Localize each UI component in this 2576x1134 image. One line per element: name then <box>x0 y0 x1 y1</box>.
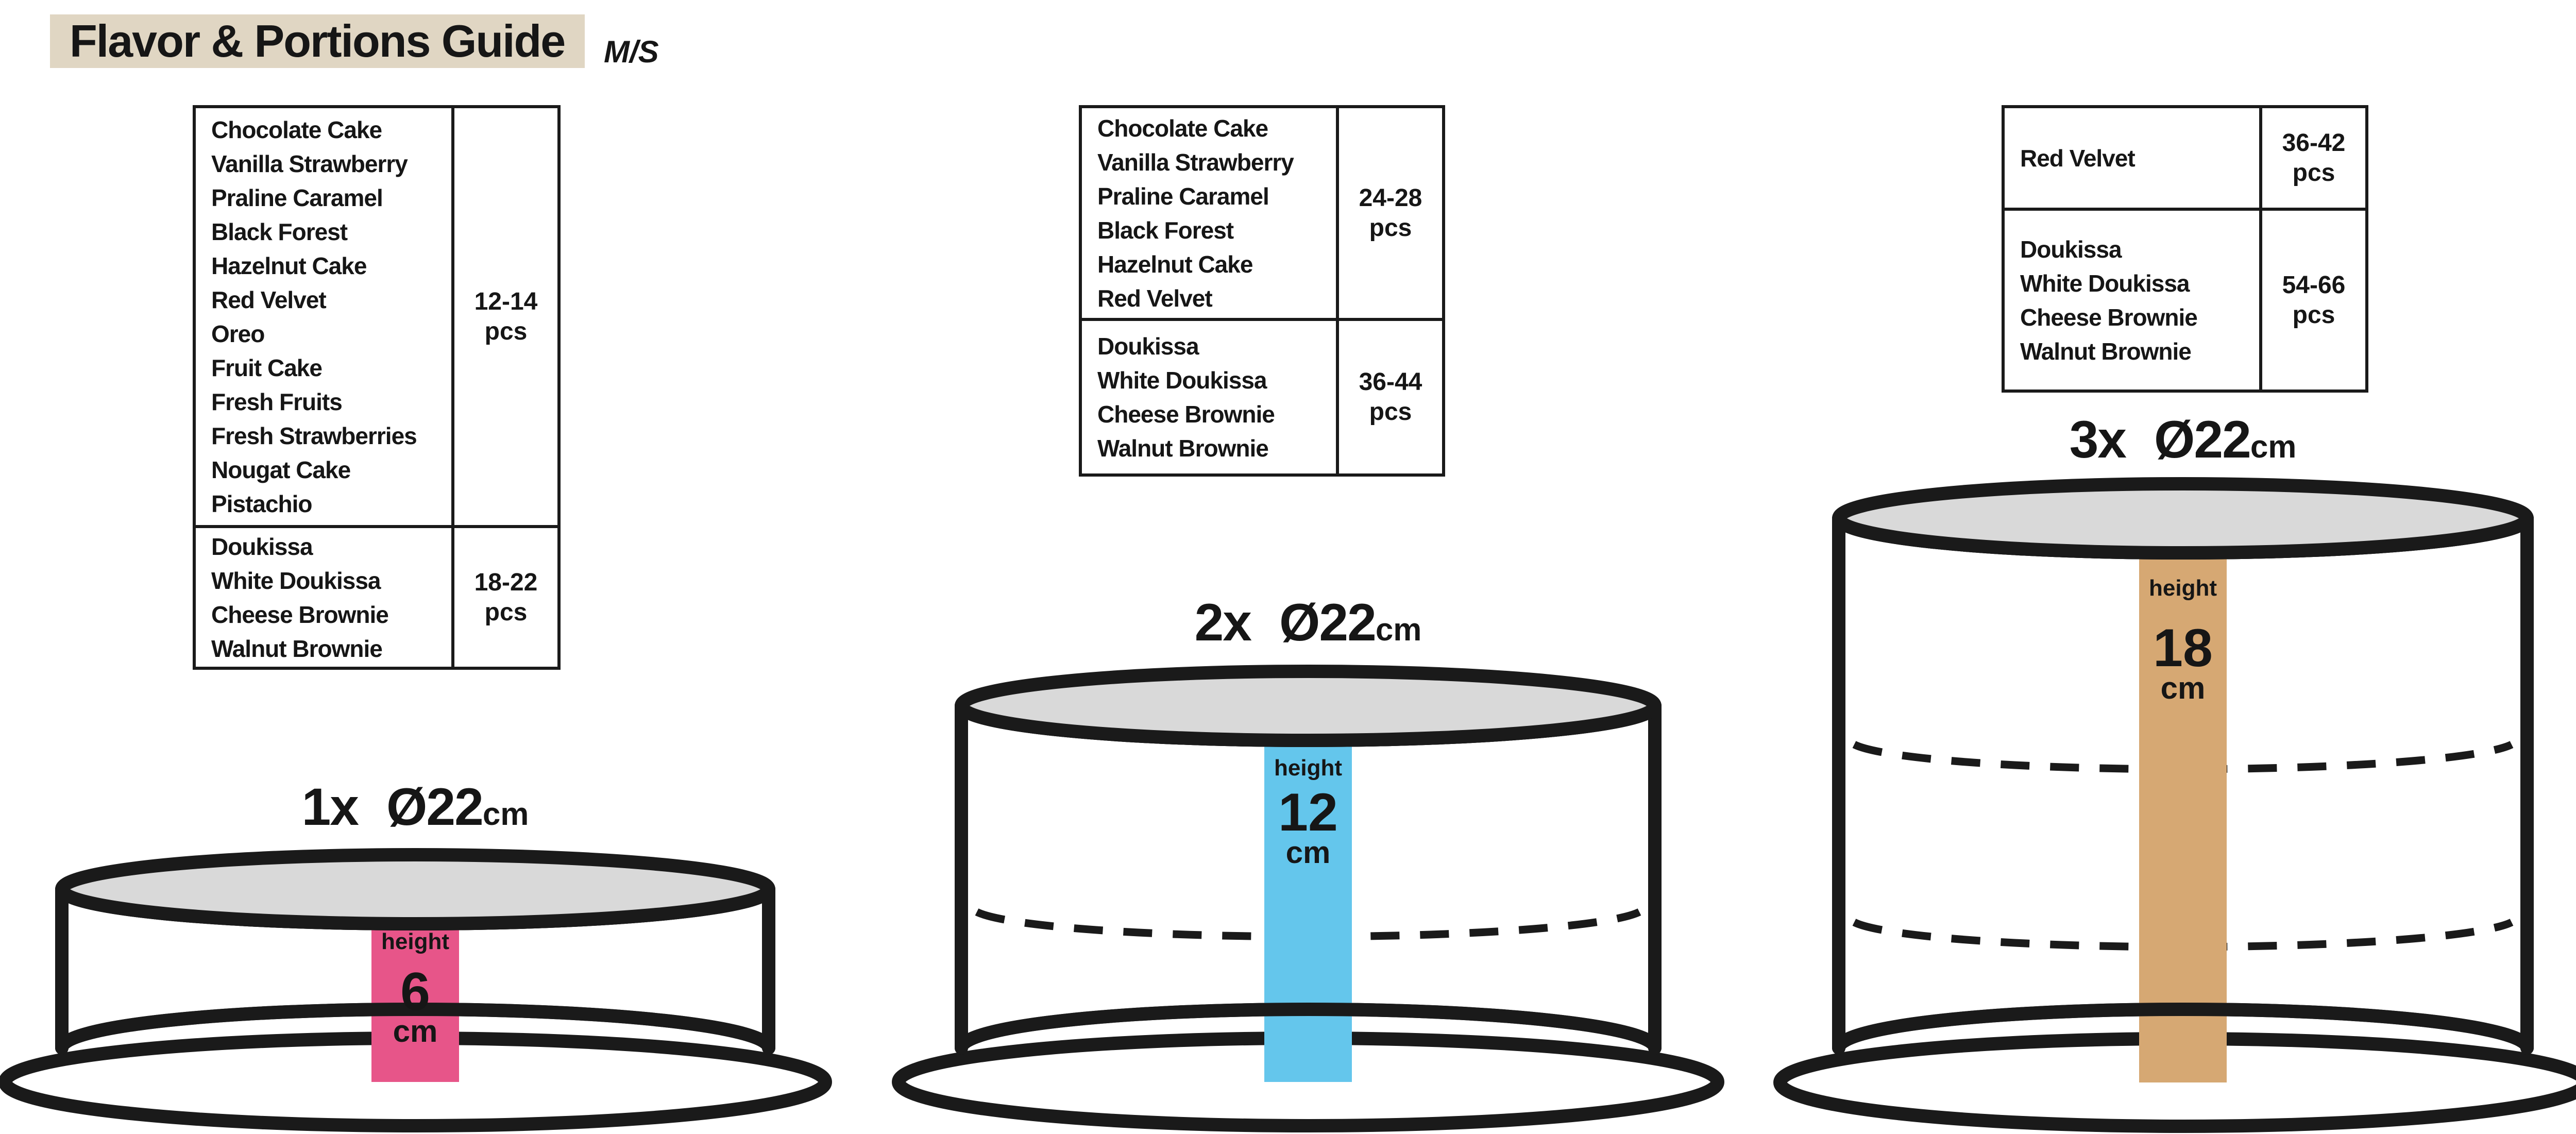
portions-value: 36-44 <box>1359 368 1422 396</box>
cake-diameter: Ø22 <box>386 777 484 836</box>
portions-unit: pcs <box>1369 398 1412 426</box>
cake-1-diagram: height 6 cm <box>0 848 832 1132</box>
cake-3-size-label: 3x Ø22cm <box>1925 410 2441 470</box>
cake-diameter: Ø22 <box>1279 593 1377 652</box>
table-row: Doukissa White Doukissa Cheese Brownie W… <box>196 525 557 667</box>
height-value: 12 <box>1278 783 1338 842</box>
portions-value: 18-22 <box>474 568 538 596</box>
portions-unit: pcs <box>484 598 528 626</box>
height-unit: cm <box>2161 671 2206 705</box>
portions-value: 54-66 <box>2282 271 2346 299</box>
portions-value: 24-28 <box>1359 184 1422 212</box>
table-row: Chocolate Cake Vanilla Strawberry Pralin… <box>196 108 557 525</box>
cake-top <box>1832 477 2534 560</box>
height-value: 18 <box>2153 618 2213 678</box>
tier-divider-dashed-line <box>1852 919 2514 951</box>
height-stripe <box>2139 547 2227 1082</box>
height-stripe <box>1264 734 1352 1082</box>
flavor-list: Doukissa White Doukissa Cheese Brownie W… <box>211 533 389 662</box>
height-unit: cm <box>393 1014 438 1048</box>
tier-divider-dashed-line <box>1852 741 2514 773</box>
flavor-list: Chocolate Cake Vanilla Strawberry Pralin… <box>211 116 417 517</box>
portions-cell: 18-22 pcs <box>451 528 557 667</box>
height-label: height <box>1274 755 1342 781</box>
portions-value: 12-14 <box>474 287 538 315</box>
portions-cell: 12-14 pcs <box>451 108 557 525</box>
portions-cell: 36-44 pcs <box>1336 321 1442 473</box>
cake-multiplier: 1x <box>301 777 359 836</box>
cake-top <box>55 848 775 930</box>
page-title: Flavor & Portions Guide <box>70 15 566 66</box>
flavors-cell: Chocolate Cake Vanilla Strawberry Pralin… <box>196 108 451 525</box>
portions-cell: 54-66 pcs <box>2259 211 2365 390</box>
flavor-list: Red Velvet <box>2020 144 2136 172</box>
flavor-list: Chocolate Cake Vanilla Strawberry Pralin… <box>1097 114 1294 312</box>
cake-2-size-label: 2x Ø22cm <box>1050 593 1566 653</box>
table-row: Red Velvet 36-42 pcs <box>2005 108 2365 208</box>
portions-unit: pcs <box>2292 159 2335 187</box>
flavor-list: Doukissa White Doukissa Cheese Brownie W… <box>2020 235 2198 365</box>
flavors-cell: Doukissa White Doukissa Cheese Brownie W… <box>2005 211 2259 390</box>
portions-unit: pcs <box>2292 301 2335 329</box>
cake-diameter-unit: cm <box>482 797 529 832</box>
portions-table-3x: Red Velvet 36-42 pcs Doukissa White Douk… <box>2002 105 2368 393</box>
cake-diameter-unit: cm <box>1375 612 1422 648</box>
height-label: height <box>2149 576 2217 601</box>
title-bar: Flavor & Portions Guide <box>50 14 585 68</box>
table-row: Chocolate Cake Vanilla Strawberry Pralin… <box>1082 108 1442 318</box>
flavor-list: Doukissa White Doukissa Cheese Brownie W… <box>1097 333 1275 462</box>
cake-multiplier: 3x <box>2069 410 2127 469</box>
cake-diameter: Ø22 <box>2154 410 2251 469</box>
portions-unit: pcs <box>1369 214 1412 242</box>
cake-2-diagram: height 12 cm <box>892 665 1724 1132</box>
ms-label: M/S <box>604 35 659 69</box>
portions-unit: pcs <box>484 317 528 345</box>
height-stripe <box>371 917 459 1082</box>
flavors-cell: Red Velvet <box>2005 108 2259 208</box>
tier-divider-dashed-line <box>975 908 1641 941</box>
height-value: 6 <box>400 962 430 1022</box>
portions-table-1x: Chocolate Cake Vanilla Strawberry Pralin… <box>193 105 561 670</box>
portions-cell: 36-42 pcs <box>2259 108 2365 208</box>
flavors-cell: Doukissa White Doukissa Cheese Brownie W… <box>1082 321 1336 473</box>
cake-1-size-label: 1x Ø22cm <box>158 777 673 837</box>
height-unit: cm <box>1286 835 1331 870</box>
cake-multiplier: 2x <box>1194 593 1252 652</box>
portions-table-2x: Chocolate Cake Vanilla Strawberry Pralin… <box>1079 105 1445 477</box>
height-label: height <box>381 929 449 954</box>
cake-3-diagram: height 18 cm <box>1773 477 2576 1133</box>
table-row: Doukissa White Doukissa Cheese Brownie W… <box>2005 208 2365 390</box>
flavors-cell: Doukissa White Doukissa Cheese Brownie W… <box>196 528 451 667</box>
portions-cell: 24-28 pcs <box>1336 108 1442 318</box>
flavors-cell: Chocolate Cake Vanilla Strawberry Pralin… <box>1082 108 1336 318</box>
cake-top <box>955 665 1662 747</box>
cake-diameter-unit: cm <box>2250 429 2297 465</box>
table-row: Doukissa White Doukissa Cheese Brownie W… <box>1082 318 1442 473</box>
portions-value: 36-42 <box>2282 129 2346 157</box>
